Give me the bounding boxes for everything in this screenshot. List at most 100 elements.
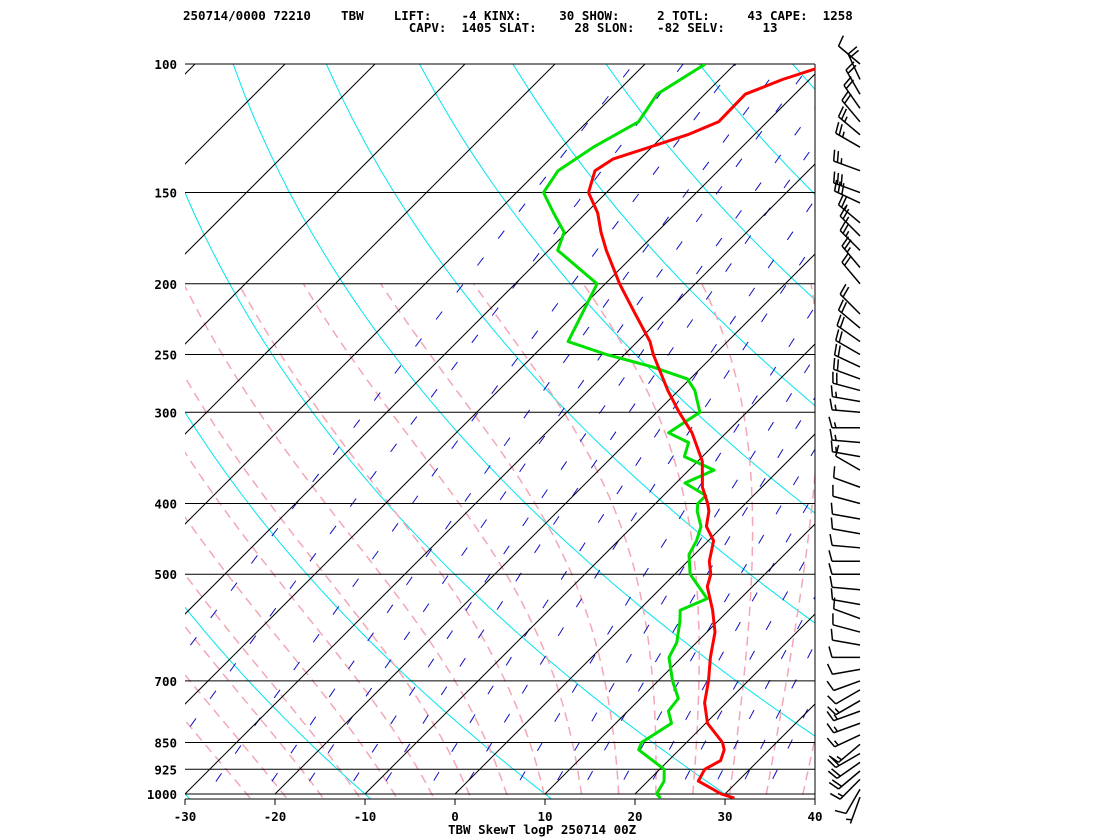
pressure-tick-label: 400 [154, 497, 177, 512]
wind-barb [837, 106, 861, 136]
mixing-ratio-line [185, 64, 634, 654]
pressure-tick-label: 1000 [147, 787, 177, 802]
dry-adiabat-line [698, 64, 815, 196]
wind-barb [830, 628, 861, 646]
wind-barb [833, 343, 861, 368]
wind-barb [832, 171, 861, 194]
moist-adiabat-line [185, 515, 399, 799]
dry-adiabat-line [185, 793, 191, 799]
header-line-2: CAPV: 1405 SLAT: 28 SLON: -82 SELV: 13 [183, 20, 778, 35]
wind-barb [827, 700, 861, 716]
wind-barb [826, 722, 861, 734]
pressure-tick-label: 925 [154, 762, 177, 777]
pressure-tick-label: 100 [154, 57, 177, 72]
wind-barb [832, 613, 861, 633]
mixing-ratio-line [642, 491, 815, 799]
wind-barb [837, 35, 861, 65]
wind-barb [826, 734, 861, 748]
wind-barb [830, 517, 861, 535]
wind-barb [833, 179, 861, 204]
wind-barb [828, 416, 860, 429]
dry-adiabat-line [512, 64, 815, 407]
moist-adiabat-line [582, 283, 700, 799]
isotherm-line [0, 64, 105, 794]
dry-adiabat-line [185, 606, 372, 799]
wind-barb [826, 663, 861, 675]
moist-adiabat-line [185, 625, 325, 799]
dewpoint-profile [542, 64, 716, 799]
mixing-ratio-line [674, 541, 815, 799]
isotherm-line [185, 64, 466, 345]
wind-barb [829, 398, 861, 414]
wind-barb [837, 299, 861, 329]
wind-barb [837, 194, 861, 224]
isotherm-line [185, 64, 736, 615]
moist-adiabat-line [380, 283, 620, 799]
moist-adiabat-line [237, 283, 547, 799]
temperature-profile [587, 67, 815, 799]
mixing-ratio-line [185, 64, 684, 735]
dry-adiabats [0, 64, 1120, 810]
wind-barb [832, 484, 861, 505]
moist-adiabat-line [701, 283, 754, 799]
wind-barb [828, 563, 860, 575]
mixing-ratio-line [508, 305, 815, 799]
isotherm-line [634, 613, 815, 795]
moist-adiabat-line [764, 283, 815, 799]
wind-barb [827, 761, 861, 780]
pressure-tick-label: 200 [154, 277, 177, 292]
mixing-ratio-line [707, 595, 815, 799]
temperature-tick-label: 20 [627, 809, 642, 824]
mixing-ratio-line [734, 643, 815, 799]
mixing-ratio-line [203, 64, 737, 799]
wind-barbs [826, 35, 861, 824]
temperature-tick-label: -20 [264, 809, 287, 824]
wind-barb [830, 385, 861, 403]
mixing-ratio-line [546, 355, 815, 799]
isotherm-line [185, 73, 815, 705]
moist-adiabat-line [472, 283, 657, 799]
dry-adiabat-line [0, 64, 18, 810]
wind-barb [827, 689, 861, 705]
pressure-tick-label: 850 [154, 735, 177, 750]
wind-barb [841, 90, 861, 123]
wind-barb [835, 329, 861, 356]
wind-barb [832, 466, 861, 488]
wind-barb [846, 796, 861, 824]
wind-barb [835, 444, 861, 471]
temperature-tick-label: -30 [174, 809, 197, 824]
moist-adiabat-line [185, 451, 436, 799]
mixing-ratio-line [576, 396, 815, 799]
wind-barb [832, 371, 861, 392]
isotherm-line [185, 64, 646, 525]
dry-adiabat-line [886, 64, 1120, 810]
wind-barb [839, 220, 861, 251]
wind-barb [828, 646, 860, 659]
pressure-tick-label: 700 [154, 674, 177, 689]
wind-barb [841, 252, 861, 285]
moist-adiabat-line [185, 719, 252, 799]
dry-adiabat-line [185, 191, 734, 799]
dry-adiabat-line [979, 64, 1120, 810]
isotherm-line [185, 64, 286, 165]
dry-adiabat-line [419, 64, 815, 514]
pressure-tick-label: 250 [154, 347, 177, 362]
moist-adiabat-line [185, 375, 473, 799]
dry-adiabat-line [1072, 64, 1120, 810]
temperature-tick-label: 30 [717, 809, 732, 824]
moist-adiabat-line [185, 673, 289, 799]
isotherm-line [274, 253, 815, 795]
wind-barb [829, 575, 861, 591]
pressure-tick-label: 300 [154, 405, 177, 420]
wind-barb [834, 788, 861, 815]
isotherms [0, 64, 815, 795]
header-indices: 250714/0000 72210 TBW LIFT: -4 KINX: 30 … [183, 9, 853, 35]
wind-barb [826, 710, 861, 722]
wind-barb [829, 778, 861, 800]
isotherm-line [814, 793, 815, 794]
wind-barb [832, 357, 861, 380]
isotherm-line [454, 433, 815, 795]
wind-barb [830, 502, 861, 520]
mixing-ratio-line [259, 64, 782, 799]
